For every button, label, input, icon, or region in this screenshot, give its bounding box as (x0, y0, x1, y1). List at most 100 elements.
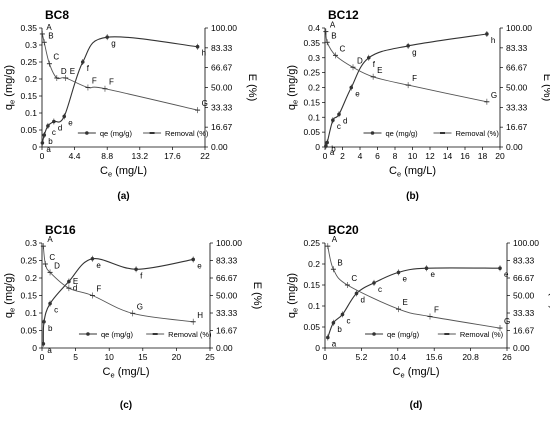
y2-axis-title: E (%) (548, 282, 550, 310)
x-tick-label: 0 (323, 352, 328, 362)
y2-tick-label: 83.33 (216, 256, 238, 266)
legend: qe (mg/g) Removal (%) (77, 129, 209, 138)
point-label: d (73, 284, 77, 293)
panel-tag: (d) (410, 400, 423, 411)
y-tick-label: 0.1 (25, 108, 37, 118)
chart-title: BC20 (328, 223, 359, 237)
panel-tag: (c) (120, 400, 132, 411)
point-label: f (87, 64, 90, 73)
point-label: e (403, 274, 408, 283)
point-label: g (412, 48, 416, 57)
y2-tick-label: 66.67 (216, 273, 238, 283)
y-tick-label: 0.25 (303, 238, 320, 248)
point-label: f (373, 60, 376, 69)
legend-label-qe: qe (mg/g) (101, 330, 134, 339)
legend-label-qe: qe (mg/g) (386, 129, 419, 138)
point-label: D (54, 261, 60, 270)
y2-tick-label: 33.33 (211, 102, 233, 112)
point-label: e (355, 90, 360, 99)
y2-tick-label: 33.33 (216, 308, 238, 318)
y-tick-label: 0.15 (303, 97, 320, 107)
x-tick-label: 13.2 (132, 151, 149, 161)
x-tick-label: 10.4 (390, 352, 407, 362)
point-label: c (347, 316, 351, 325)
point-label: B (337, 258, 342, 267)
x-tick-label: 10 (408, 151, 418, 161)
y-tick-label: 0 (315, 343, 320, 353)
x-tick-label: 25 (205, 352, 215, 362)
x-axis-title: Ce (mg/L) (103, 366, 150, 380)
point-label: E (70, 67, 75, 76)
point-label: F (92, 77, 97, 86)
legend-label-removal: Removal (%) (165, 129, 209, 138)
point-label: c (378, 285, 382, 294)
y-tick-label: 0.2 (25, 74, 37, 84)
chart-panel-1: 0 0.05 0.1 0.15 0.2 0.25 0.3 0.35 0.00 16.67 33.33… (3, 8, 258, 202)
x-tick-label: 17.6 (164, 151, 181, 161)
y-axis-title: qe (mg/g) (3, 273, 17, 318)
y2-tick-label: 66.67 (211, 63, 233, 73)
point-label: e (96, 261, 101, 270)
y-tick-label: 0 (32, 142, 37, 152)
x-tick-label: 0 (40, 352, 45, 362)
point-label: C (340, 44, 346, 53)
x-tick-label: 22 (200, 151, 210, 161)
y-tick-label: 0.4 (308, 23, 320, 33)
y-tick-label: 0.15 (20, 291, 37, 301)
point-label: d (58, 124, 62, 133)
y-tick-label: 0.05 (303, 127, 320, 137)
x-tick-label: 12 (425, 151, 435, 161)
legend-marker-qe (370, 131, 375, 135)
point-label: F (434, 306, 439, 315)
y2-axis-title: E (%) (246, 74, 258, 102)
point-label: E (403, 298, 408, 307)
y2-tick-label: 0.00 (216, 343, 233, 353)
x-tick-label: 5 (73, 352, 78, 362)
y-tick-label: 0.3 (308, 53, 320, 63)
x-tick-label: 20 (172, 352, 182, 362)
point-label: E (73, 277, 78, 286)
point-label: D (61, 67, 67, 76)
series-line-removal (325, 31, 487, 103)
series-line-removal (327, 246, 501, 329)
y-tick-label: 0.35 (20, 23, 37, 33)
x-tick-label: 15 (138, 352, 148, 362)
y2-tick-label: 50.00 (506, 83, 528, 93)
point-label: F (96, 285, 101, 294)
point-label: G (137, 302, 143, 311)
x-tick-label: 0 (323, 151, 328, 161)
y-tick-label: 0.35 (303, 38, 320, 48)
point-label: B (48, 31, 53, 40)
point-label: a (47, 346, 52, 355)
y2-tick-label: 33.33 (513, 308, 535, 318)
point-label: E (377, 66, 382, 75)
y2-tick-label: 100.00 (506, 23, 532, 33)
point-label: d (361, 295, 365, 304)
y-tick-label: 0.3 (25, 238, 37, 248)
point-label: G (202, 99, 208, 108)
y2-tick-label: 100.00 (216, 238, 242, 248)
x-tick-label: 15.6 (426, 352, 443, 362)
x-tick-label: 0 (40, 151, 45, 161)
y-tick-label: 0.1 (25, 308, 37, 318)
y2-tick-label: 33.33 (506, 102, 528, 112)
y-tick-label: 0.2 (308, 259, 320, 269)
x-tick-label: 14 (443, 151, 453, 161)
y2-tick-label: 83.33 (506, 43, 528, 53)
chart-title: BC16 (45, 223, 76, 237)
y2-tick-label: 0.00 (513, 343, 530, 353)
chart-panel-2: 0 0.05 0.1 0.15 0.2 0.25 0.3 0.35 0.4 0.00 16.67 33… (286, 8, 550, 202)
x-tick-label: 20 (495, 151, 505, 161)
point-label: F (412, 74, 417, 83)
y-tick-label: 0 (32, 343, 37, 353)
x-tick-label: 16 (460, 151, 470, 161)
legend-marker-qe (85, 131, 89, 135)
legend-label-removal: Removal (%) (168, 330, 212, 339)
y2-tick-label: 66.67 (506, 63, 528, 73)
series-line-qe (41, 36, 198, 144)
y2-axis-title: E (%) (541, 74, 550, 102)
y2-tick-label: 16.67 (216, 325, 238, 335)
panel-tag: (a) (117, 191, 129, 202)
x-tick-label: 4 (358, 151, 363, 161)
y-axis-title: qe (mg/g) (3, 65, 17, 110)
